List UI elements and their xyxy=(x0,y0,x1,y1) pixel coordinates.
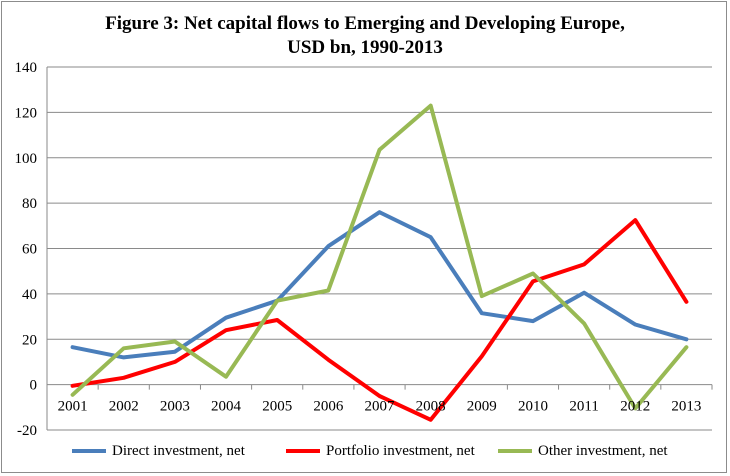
y-tick-label: -20 xyxy=(17,423,37,439)
legend: Direct investment, net Portfolio investm… xyxy=(0,438,730,464)
x-tick-label: 2013 xyxy=(671,399,701,415)
series-line-1 xyxy=(70,210,689,360)
y-tick-label: 100 xyxy=(15,151,38,167)
x-tick-label: 2005 xyxy=(262,399,292,415)
chart-title-line-1: Figure 3: Net capital flows to Emerging … xyxy=(105,13,625,34)
chart-title: Figure 3: Net capital flows to Emerging … xyxy=(0,12,730,60)
legend-swatch-direct xyxy=(72,449,106,453)
x-tick-label: 2008 xyxy=(416,399,446,415)
y-tick-label: 60 xyxy=(22,242,37,258)
legend-item-other: Other investment, net xyxy=(498,438,668,464)
y-tick-label: 140 xyxy=(15,60,38,76)
y-tick-label: 40 xyxy=(22,287,37,303)
x-tick-label: 2011 xyxy=(569,399,598,415)
x-tick-label: 2004 xyxy=(211,399,242,415)
series-line-3 xyxy=(70,103,689,411)
legend-item-direct: Direct investment, net xyxy=(72,438,245,464)
legend-label-portfolio: Portfolio investment, net xyxy=(326,442,475,459)
legend-swatch-other xyxy=(498,449,532,453)
x-tick-label: 2012 xyxy=(620,399,650,415)
legend-swatch-portfolio xyxy=(286,449,320,453)
y-tick-label: 80 xyxy=(22,196,37,212)
legend-item-portfolio: Portfolio investment, net xyxy=(286,438,475,464)
x-tick-label: 2002 xyxy=(109,399,139,415)
y-tick-label: 120 xyxy=(15,105,38,121)
legend-label-direct: Direct investment, net xyxy=(112,442,245,459)
x-tick-label: 2009 xyxy=(467,399,497,415)
x-tick-label: 2003 xyxy=(160,399,190,415)
x-tick-label: 2006 xyxy=(313,399,344,415)
legend-label-other: Other investment, net xyxy=(538,442,668,459)
y-tick-label: 20 xyxy=(22,332,37,348)
x-tick-label: 2010 xyxy=(518,399,548,415)
series-line-2 xyxy=(70,218,689,422)
x-tick-label: 2001 xyxy=(58,399,88,415)
y-tick-label: 0 xyxy=(30,378,38,394)
chart-title-line-2: USD bn, 1990-2013 xyxy=(287,37,443,58)
x-tick-label: 2007 xyxy=(365,399,396,415)
